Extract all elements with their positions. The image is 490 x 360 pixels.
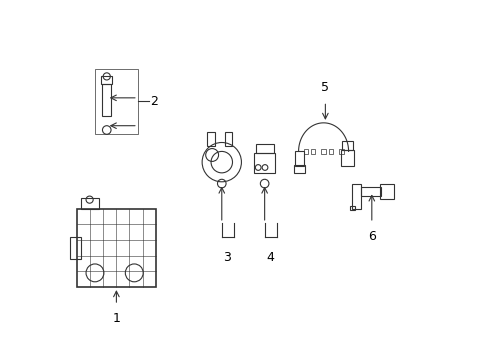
Bar bbox=[225, 132, 232, 146]
Bar bbox=[321, 149, 326, 154]
Bar bbox=[102, 84, 111, 116]
Text: 5: 5 bbox=[321, 81, 329, 94]
Bar bbox=[95, 69, 138, 134]
Bar bbox=[254, 153, 275, 173]
Bar bbox=[380, 184, 394, 199]
Bar bbox=[77, 208, 156, 287]
Bar bbox=[294, 165, 305, 173]
Bar bbox=[329, 149, 333, 154]
Bar bbox=[81, 198, 98, 208]
Text: 3: 3 bbox=[223, 251, 231, 265]
Bar bbox=[342, 150, 354, 166]
Bar bbox=[339, 149, 343, 154]
Bar bbox=[295, 152, 304, 166]
Text: 4: 4 bbox=[266, 251, 274, 265]
Bar bbox=[256, 144, 273, 153]
Bar bbox=[101, 76, 112, 84]
Text: 2: 2 bbox=[150, 95, 158, 108]
Text: 6: 6 bbox=[368, 230, 376, 243]
Bar bbox=[342, 141, 353, 150]
Text: 1: 1 bbox=[113, 312, 121, 325]
Bar bbox=[304, 149, 308, 154]
Bar bbox=[311, 149, 315, 154]
Bar bbox=[207, 132, 215, 146]
Bar bbox=[350, 206, 355, 210]
Bar bbox=[352, 184, 361, 208]
Bar bbox=[361, 187, 381, 196]
Bar bbox=[70, 237, 81, 258]
